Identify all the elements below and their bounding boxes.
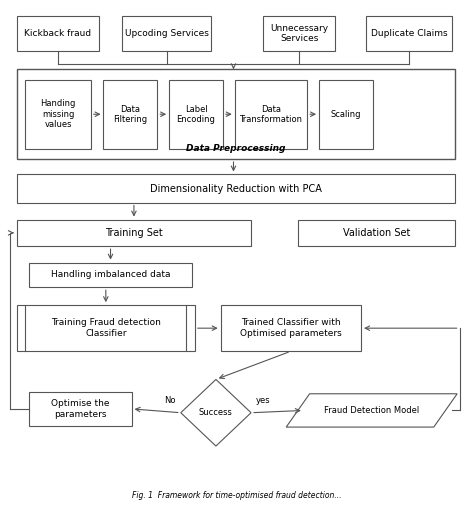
FancyBboxPatch shape bbox=[122, 16, 211, 51]
Text: Data
Filtering: Data Filtering bbox=[113, 105, 147, 124]
Polygon shape bbox=[286, 394, 457, 427]
Text: Scaling: Scaling bbox=[331, 110, 361, 119]
FancyBboxPatch shape bbox=[220, 305, 361, 351]
Text: Data Preprocessing: Data Preprocessing bbox=[186, 144, 285, 153]
FancyBboxPatch shape bbox=[366, 16, 453, 51]
FancyBboxPatch shape bbox=[28, 263, 192, 287]
Text: Training Set: Training Set bbox=[105, 228, 163, 238]
FancyBboxPatch shape bbox=[17, 175, 455, 203]
Text: Label
Encoding: Label Encoding bbox=[177, 105, 216, 124]
Text: Data
Transformation: Data Transformation bbox=[239, 105, 302, 124]
FancyBboxPatch shape bbox=[25, 80, 91, 149]
Text: Fig. 1  Framework for time-optimised fraud detection...: Fig. 1 Framework for time-optimised frau… bbox=[132, 491, 342, 500]
Text: Upcoding Services: Upcoding Services bbox=[125, 29, 209, 38]
FancyBboxPatch shape bbox=[103, 80, 157, 149]
FancyBboxPatch shape bbox=[319, 80, 373, 149]
Text: yes: yes bbox=[256, 396, 270, 405]
FancyBboxPatch shape bbox=[17, 220, 251, 246]
FancyBboxPatch shape bbox=[169, 80, 223, 149]
FancyBboxPatch shape bbox=[17, 69, 455, 159]
FancyBboxPatch shape bbox=[298, 220, 455, 246]
Text: Training Fraud detection
Classifier: Training Fraud detection Classifier bbox=[51, 319, 161, 338]
Text: Fraud Detection Model: Fraud Detection Model bbox=[324, 406, 419, 415]
FancyBboxPatch shape bbox=[263, 16, 336, 51]
Text: Unnecessary
Services: Unnecessary Services bbox=[270, 24, 328, 43]
Text: Validation Set: Validation Set bbox=[343, 228, 410, 238]
Polygon shape bbox=[181, 379, 251, 446]
Text: Duplicate Claims: Duplicate Claims bbox=[371, 29, 447, 38]
FancyBboxPatch shape bbox=[17, 16, 99, 51]
Text: Handling imbalanced data: Handling imbalanced data bbox=[51, 270, 170, 279]
FancyBboxPatch shape bbox=[17, 305, 195, 351]
Text: Optimise the
parameters: Optimise the parameters bbox=[51, 399, 109, 419]
Text: No: No bbox=[164, 396, 176, 405]
Text: Success: Success bbox=[199, 408, 233, 417]
FancyBboxPatch shape bbox=[28, 392, 132, 426]
Text: Trained Classifier with
Optimised parameters: Trained Classifier with Optimised parame… bbox=[240, 319, 342, 338]
FancyBboxPatch shape bbox=[235, 80, 307, 149]
Text: Kickback fraud: Kickback fraud bbox=[24, 29, 91, 38]
Text: Handing
missing
values: Handing missing values bbox=[40, 99, 76, 129]
Text: Dimensionality Reduction with PCA: Dimensionality Reduction with PCA bbox=[150, 183, 322, 194]
